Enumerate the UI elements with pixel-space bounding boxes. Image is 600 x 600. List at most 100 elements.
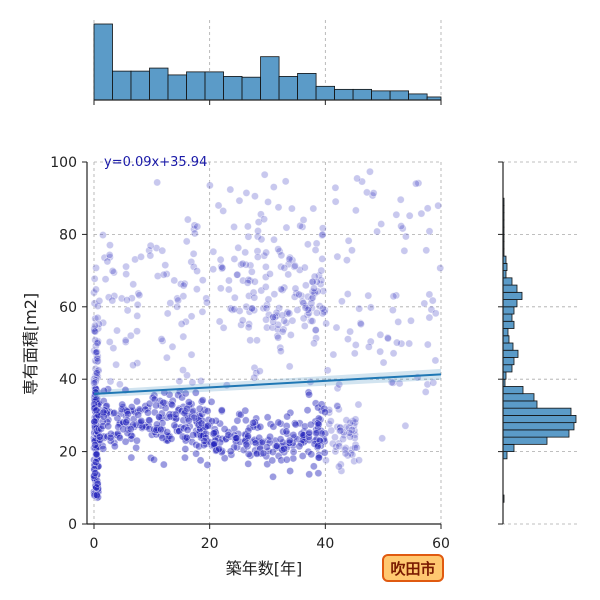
scatter-point xyxy=(412,179,420,188)
scatter-point xyxy=(323,366,332,375)
scatter-point xyxy=(168,342,177,351)
scatter-point xyxy=(280,264,289,272)
scatter-point xyxy=(179,332,188,341)
scatter-point xyxy=(266,270,274,278)
scatter-point xyxy=(271,313,280,321)
scatter-point xyxy=(190,229,199,238)
scatter-point xyxy=(253,247,262,256)
scatter-point xyxy=(350,434,359,442)
y-tick-label: 20 xyxy=(59,445,77,461)
scatter-point xyxy=(129,361,137,370)
scatter-point xyxy=(92,491,101,499)
scatter-point xyxy=(247,267,256,276)
scatter-point xyxy=(276,435,285,444)
scatter-point xyxy=(299,216,308,224)
scatter-point xyxy=(253,253,262,261)
scatter-point xyxy=(314,414,323,423)
scatter-point xyxy=(263,413,272,422)
marginal-x-histogram xyxy=(93,23,442,105)
scatter-point xyxy=(282,455,291,464)
scatter-point xyxy=(145,416,153,425)
city-badge-label: 吹田市 xyxy=(390,560,435,578)
scatter-point xyxy=(257,449,265,458)
scatter-point xyxy=(338,297,346,306)
scatter-point xyxy=(341,445,349,454)
scatter-point xyxy=(335,462,343,471)
scatter-point xyxy=(209,247,218,256)
scatter-point xyxy=(425,313,434,322)
scatter-point xyxy=(91,378,100,387)
scatter-point xyxy=(312,277,321,286)
scatter-point xyxy=(187,257,196,266)
scatter-point xyxy=(300,263,309,272)
scatter-point xyxy=(105,338,114,346)
y-tick-label: 40 xyxy=(59,372,77,388)
scatter-point xyxy=(260,170,269,179)
scatter-point xyxy=(210,425,219,434)
scatter-point xyxy=(189,249,198,258)
scatter-point xyxy=(241,406,250,415)
scatter-point xyxy=(129,420,138,429)
x-axis-title: 築年数[年] xyxy=(226,559,303,578)
scatter-point xyxy=(244,432,252,440)
scatter-point xyxy=(344,335,352,344)
scatter-point xyxy=(259,449,268,458)
scatter-point xyxy=(92,348,101,357)
scatter-point xyxy=(313,442,322,450)
scatter-point xyxy=(289,431,298,439)
scatter-point xyxy=(181,453,189,462)
scatter-point xyxy=(119,418,127,427)
scatter-point xyxy=(268,456,277,465)
scatter-point xyxy=(175,427,184,436)
scatter-point xyxy=(286,467,295,475)
scatter-point xyxy=(314,420,323,429)
scatter-point xyxy=(262,443,271,451)
axes: 0 20 40 60 0 20 40 60 80 100 xyxy=(50,155,450,552)
scatter-point xyxy=(106,377,115,386)
scatter-point xyxy=(313,419,322,428)
scatter-point xyxy=(276,347,285,356)
y-hist-bar xyxy=(502,306,515,315)
scatter-point xyxy=(308,293,317,302)
scatter-point xyxy=(318,230,327,239)
y-tick-label: 100 xyxy=(50,155,77,171)
scatter-point xyxy=(138,422,147,431)
scatter-point xyxy=(90,379,98,388)
scatter-point xyxy=(318,224,327,233)
scatter-point xyxy=(366,303,375,312)
scatter-point xyxy=(173,302,181,311)
scatter-point xyxy=(95,432,104,441)
scatter-point xyxy=(196,456,205,465)
scatter-point xyxy=(214,201,223,210)
scatter-point xyxy=(121,437,130,446)
scatter-point xyxy=(212,416,220,425)
scatter-point xyxy=(280,444,288,453)
scatter-point xyxy=(102,401,111,410)
scatter-point xyxy=(215,317,224,326)
scatter-point xyxy=(155,412,163,421)
scatter-point xyxy=(395,379,404,388)
scatter-point xyxy=(270,235,278,244)
scatter-point xyxy=(376,347,385,356)
x-hist-bar xyxy=(371,90,391,101)
scatter-point xyxy=(285,255,294,264)
scatter-point xyxy=(369,189,378,197)
scatter-point xyxy=(305,470,314,479)
y-hist-bar xyxy=(502,342,514,351)
scatter-point xyxy=(394,317,403,326)
scatter-point xyxy=(312,308,321,317)
scatter-point xyxy=(122,262,130,271)
scatter-point xyxy=(183,426,192,434)
y-hist-bar xyxy=(502,386,524,395)
scatter-point xyxy=(315,302,324,310)
x-hist-bar xyxy=(241,76,261,101)
y-hist-bar xyxy=(502,443,515,452)
x-hist-bar xyxy=(389,90,410,101)
scatter-point xyxy=(200,437,209,445)
scatter-point xyxy=(133,397,141,406)
scatter-point xyxy=(322,456,330,465)
scatter-point xyxy=(341,449,350,458)
scatter-point xyxy=(198,307,207,316)
scatter-point xyxy=(132,443,141,452)
scatter-point xyxy=(436,264,445,272)
